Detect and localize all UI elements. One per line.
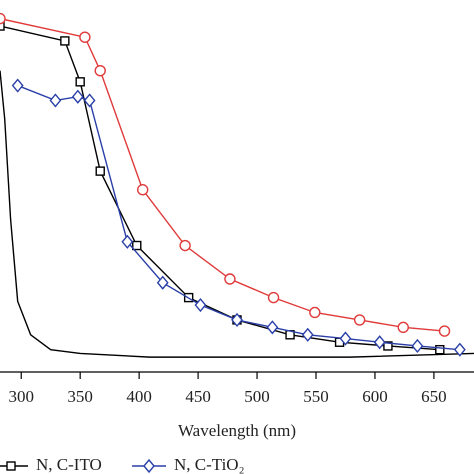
legend-label: N, C-ITO xyxy=(36,455,102,474)
legend-label: N, C-TiO₂ xyxy=(174,455,245,474)
marker xyxy=(267,291,280,304)
marker xyxy=(0,21,5,31)
marker xyxy=(411,338,424,354)
marker xyxy=(71,89,84,104)
series-line xyxy=(0,25,440,351)
marker xyxy=(453,342,466,357)
series-line xyxy=(0,17,445,332)
marker xyxy=(224,273,236,285)
marker xyxy=(266,320,279,335)
marker xyxy=(309,306,321,319)
x-tick-label: 300 xyxy=(8,387,34,406)
x-tick-label: 450 xyxy=(185,387,211,406)
marker xyxy=(231,312,243,328)
marker xyxy=(94,64,106,77)
x-tick-label: 500 xyxy=(244,387,270,406)
marker xyxy=(49,93,62,108)
marker xyxy=(156,275,169,290)
marker xyxy=(353,314,366,326)
marker xyxy=(143,458,155,474)
marker xyxy=(383,341,393,351)
marker xyxy=(194,297,207,313)
marker xyxy=(339,331,352,346)
x-tick-label: 550 xyxy=(303,387,329,406)
series-line xyxy=(0,70,474,358)
series-line xyxy=(17,84,460,351)
marker xyxy=(136,184,149,196)
marker xyxy=(11,78,24,93)
marker xyxy=(95,166,105,176)
marker xyxy=(79,31,91,43)
marker xyxy=(83,93,96,108)
marker xyxy=(435,344,445,355)
x-tick-label: 650 xyxy=(421,387,447,406)
marker xyxy=(397,321,409,334)
marker xyxy=(75,77,85,87)
marker xyxy=(6,461,16,471)
marker xyxy=(60,36,70,46)
marker xyxy=(0,12,6,25)
marker xyxy=(438,325,451,337)
marker xyxy=(179,239,191,252)
marker xyxy=(132,240,142,251)
x-tick-label: 400 xyxy=(126,387,152,406)
x-tick-label: 350 xyxy=(67,387,93,406)
x-axis-label: Wavelength (nm) xyxy=(178,421,296,440)
marker xyxy=(301,327,314,342)
x-tick-label: 600 xyxy=(362,387,388,406)
marker xyxy=(373,335,386,350)
marker xyxy=(121,234,134,249)
